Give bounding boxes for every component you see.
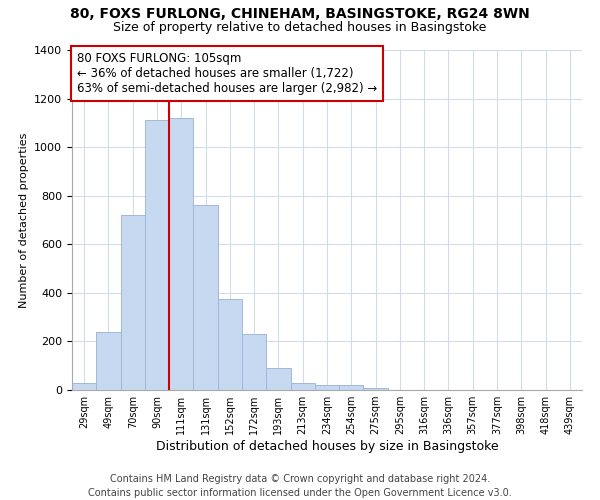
- Text: Contains HM Land Registry data © Crown copyright and database right 2024.
Contai: Contains HM Land Registry data © Crown c…: [88, 474, 512, 498]
- Text: 80, FOXS FURLONG, CHINEHAM, BASINGSTOKE, RG24 8WN: 80, FOXS FURLONG, CHINEHAM, BASINGSTOKE,…: [70, 8, 530, 22]
- Text: 80 FOXS FURLONG: 105sqm
← 36% of detached houses are smaller (1,722)
63% of semi: 80 FOXS FURLONG: 105sqm ← 36% of detache…: [77, 52, 377, 94]
- Bar: [96, 332, 121, 390]
- Bar: [121, 215, 145, 390]
- Text: Size of property relative to detached houses in Basingstoke: Size of property relative to detached ho…: [113, 21, 487, 34]
- Bar: [242, 334, 266, 390]
- Bar: [364, 388, 388, 390]
- Bar: [72, 382, 96, 390]
- Bar: [218, 299, 242, 390]
- Bar: [266, 368, 290, 390]
- Bar: [145, 120, 169, 390]
- Y-axis label: Number of detached properties: Number of detached properties: [19, 132, 29, 308]
- Bar: [315, 385, 339, 390]
- Bar: [290, 382, 315, 390]
- Bar: [169, 118, 193, 390]
- X-axis label: Distribution of detached houses by size in Basingstoke: Distribution of detached houses by size …: [155, 440, 499, 453]
- Bar: [193, 206, 218, 390]
- Bar: [339, 385, 364, 390]
